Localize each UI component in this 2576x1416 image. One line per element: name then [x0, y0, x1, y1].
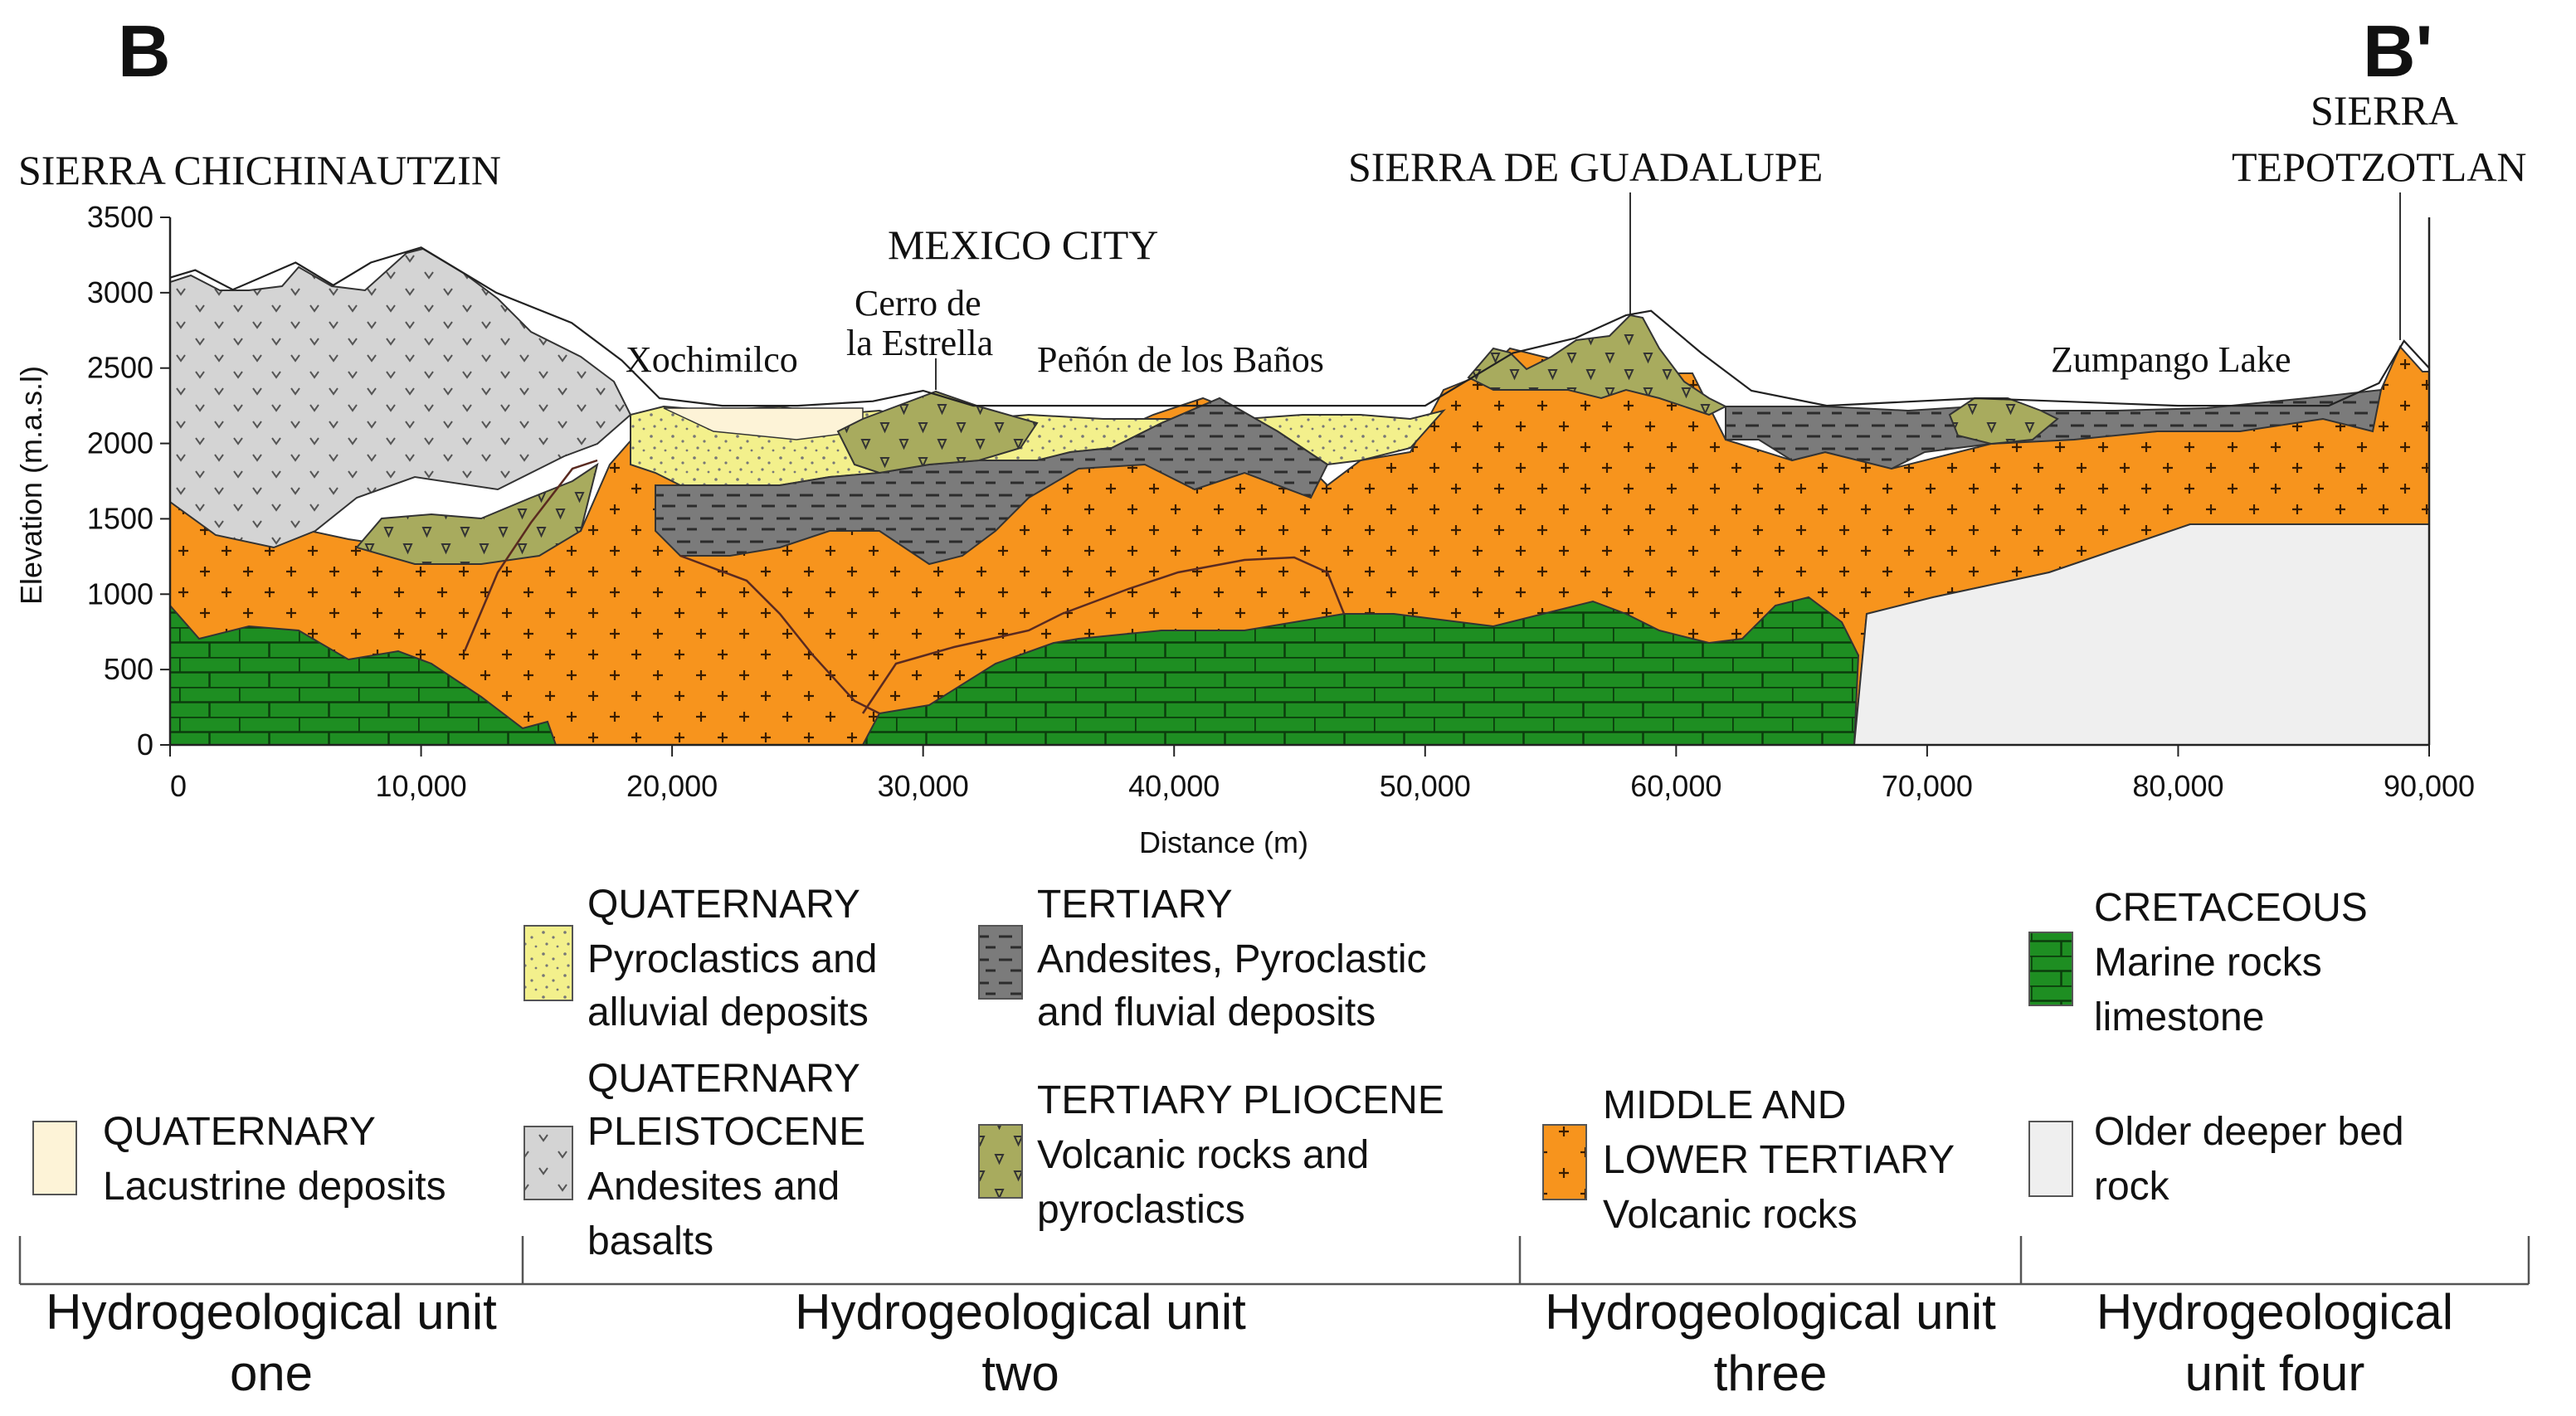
legend-pleistocene-line1: QUATERNARY [587, 1057, 860, 1101]
legend-pyroclastics-line3: alluvial deposits [587, 990, 869, 1034]
legend-swatch-lacustrine [32, 1121, 77, 1195]
legend: QUATERNARY Lacustrine deposits QUATERNAR… [32, 883, 2404, 1263]
legend-cretaceous-line1: CRETACEOUS [2094, 886, 2368, 930]
y-tick-label: 3000 [87, 275, 153, 309]
label-zumpango-lake: Zumpango Lake [2051, 339, 2291, 380]
legend-tertiary-line3: and fluvial deposits [1037, 990, 1376, 1034]
boundary-line-2 [679, 554, 880, 715]
boundary-line-1 [463, 459, 598, 652]
y-ticks: 0 500 1000 1500 2000 2500 3000 3500 [87, 200, 170, 762]
x-tick-label: 0 [170, 769, 187, 803]
legend-pleistocene-line4: basalts [587, 1219, 713, 1263]
unit-one-line1: Hydrogeological unit [46, 1284, 497, 1340]
unit-two-line1: Hydrogeological unit [795, 1284, 1246, 1340]
layer-cretaceous-right [861, 596, 1860, 745]
x-tick-label: 80,000 [2132, 769, 2223, 803]
hydrogeological-units: Hydrogeological unit one Hydrogeological… [18, 1236, 2530, 1401]
y-tick-label: 2500 [87, 351, 153, 385]
label-mexico-city: MEXICO CITY [888, 221, 1158, 268]
cross-section-layers [170, 246, 2429, 745]
layer-pliocene-cerro [836, 390, 1039, 474]
legend-swatch-pleistocene [523, 1126, 573, 1200]
layer-cretaceous-left [170, 604, 558, 745]
layer-older-bedrock [1853, 523, 2429, 745]
legend-pliocene-line2: Volcanic rocks and [1037, 1133, 1369, 1177]
layer-lacustrine [663, 407, 864, 440]
x-tick-label: 20,000 [626, 769, 718, 803]
legend-pyroclastics-line1: QUATERNARY [587, 883, 860, 927]
x-ticks: 0 10,000 20,000 30,000 40,000 50,000 60,000 70,… [169, 745, 2475, 803]
y-tick-label: 1500 [87, 501, 153, 535]
layer-pleistocene-andesites [170, 247, 632, 549]
legend-cretaceous-line2: Marine rocks [2094, 941, 2322, 985]
label-cerro-line2: la Estrella [846, 323, 993, 363]
section-start-label: B [118, 10, 171, 92]
unit-four-line1: Hydrogeological [2096, 1284, 2453, 1340]
terrain-surface-line [170, 246, 2429, 407]
legend-swatch-older-bedrock [2028, 1121, 2073, 1197]
unit-three-line2: three [1714, 1345, 1828, 1401]
legend-swatch-tertiary [978, 925, 1023, 1000]
legend-middle-lower-line1: MIDDLE AND [1603, 1083, 1846, 1127]
legend-older-line2: rock [2094, 1165, 2170, 1209]
legend-lacustrine-line1: QUATERNARY [103, 1110, 376, 1154]
legend-pleistocene-line2: PLEISTOCENE [587, 1110, 865, 1154]
y-tick-label: 3500 [87, 200, 153, 234]
x-tick-label: 10,000 [376, 769, 467, 803]
legend-swatch-pliocene [978, 1124, 1023, 1199]
legend-lacustrine-line2: Lacustrine deposits [103, 1165, 446, 1209]
label-sierra-tepotzotlan-1: SIERRA [2311, 87, 2458, 134]
x-tick-label: 30,000 [878, 769, 969, 803]
x-tick-label: 60,000 [1630, 769, 1721, 803]
y-tick-label: 0 [137, 727, 153, 762]
x-tick-label: 70,000 [1882, 769, 1973, 803]
y-tick-label: 1000 [87, 577, 153, 611]
legend-older-line1: Older deeper bed [2094, 1110, 2404, 1154]
label-penon: Peñón de los Baños [1037, 339, 1324, 380]
label-sierra-guadalupe: SIERRA DE GUADALUPE [1348, 144, 1823, 190]
legend-pyroclastics-line2: Pyroclastics and [587, 937, 877, 981]
plot-axes: 0 500 1000 1500 2000 2500 3000 3500 0 10,000 20,0… [14, 200, 2475, 859]
legend-pliocene-line1: TERTIARY PLIOCENE [1037, 1078, 1444, 1122]
x-tick-label: 50,000 [1380, 769, 1471, 803]
y-axis-label: Elevation (m.a.s.l) [14, 366, 48, 605]
layer-pliocene-guadalupe [1467, 314, 1728, 416]
legend-middle-lower-line3: Volcanic rocks [1603, 1193, 1858, 1237]
legend-middle-lower-line2: LOWER TERTIARY [1603, 1138, 1955, 1182]
unit-one-line2: one [230, 1345, 313, 1401]
x-tick-label: 90,000 [2384, 769, 2475, 803]
legend-tertiary-line2: Andesites, Pyroclastic [1037, 937, 1427, 981]
y-tick-label: 2000 [87, 426, 153, 460]
layer-pliocene-left [355, 462, 599, 565]
legend-cretaceous-line3: limestone [2094, 995, 2264, 1039]
boundary-line-3 [861, 556, 1346, 714]
section-end-label: B' [2363, 10, 2432, 92]
y-tick-label: 500 [104, 652, 153, 686]
unit-two-line2: two [981, 1345, 1059, 1401]
legend-pleistocene-line3: Andesites and [587, 1165, 840, 1209]
legend-swatch-cretaceous [2028, 932, 2073, 1006]
label-sierra-tepotzotlan-2: TEPOTZOTLAN [2232, 144, 2527, 190]
legend-swatch-pyroclastics [523, 925, 573, 1001]
label-sierra-chichinautzin: SIERRA CHICHINAUTZIN [18, 147, 501, 193]
legend-pliocene-line3: pyroclastics [1037, 1188, 1245, 1232]
unit-three-line1: Hydrogeological unit [1545, 1284, 1996, 1340]
label-cerro-line1: Cerro de [855, 283, 981, 324]
unit-four-line2: unit four [2185, 1345, 2365, 1401]
legend-swatch-middle-lower [1542, 1124, 1587, 1200]
label-xochimilco: Xochimilco [626, 339, 798, 380]
x-tick-label: 40,000 [1128, 769, 1220, 803]
legend-tertiary-line1: TERTIARY [1037, 883, 1233, 927]
x-axis-label: Distance (m) [1139, 825, 1308, 859]
